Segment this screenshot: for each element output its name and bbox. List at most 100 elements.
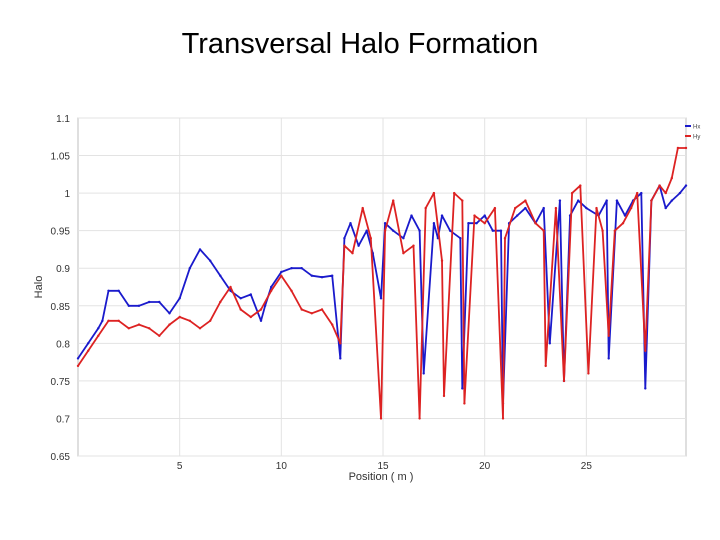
data-point-hy xyxy=(493,206,497,210)
data-point-hy xyxy=(670,176,673,180)
data-point-hy xyxy=(644,349,647,352)
data-point-hx xyxy=(219,274,222,277)
data-point-hx xyxy=(670,199,673,202)
data-point-hy xyxy=(198,327,202,330)
data-point-hy xyxy=(432,191,436,195)
y-tick-label: 1.05 xyxy=(51,152,71,163)
data-point-hx xyxy=(448,229,452,232)
data-point-hx xyxy=(127,304,130,307)
y-tick-label: 0.8 xyxy=(56,339,70,350)
y-tick-labels: 0.65 0.7 0.75 0.8 0.85 0.9 0.95 1 1.05 1.1 xyxy=(51,114,71,463)
data-point-hx xyxy=(678,191,682,195)
data-point-hy xyxy=(270,289,273,292)
data-point-hy xyxy=(310,312,313,315)
data-point-hx xyxy=(148,300,151,304)
data-point-hy xyxy=(440,259,444,262)
data-point-hy xyxy=(76,364,80,368)
data-point-hx xyxy=(280,270,283,274)
data-point-hy xyxy=(351,252,354,255)
data-point-hx xyxy=(188,267,191,270)
data-point-hy xyxy=(137,323,141,326)
data-point-hy xyxy=(676,146,680,150)
data-point-hx xyxy=(410,214,413,217)
data-point-hx xyxy=(577,199,580,202)
data-point-hx xyxy=(607,357,610,360)
data-point-hy xyxy=(442,394,446,398)
data-point-hx xyxy=(198,248,202,251)
data-point-hx xyxy=(684,184,688,187)
data-point-hy xyxy=(503,237,507,240)
data-point-hy xyxy=(461,199,464,202)
data-point-hx xyxy=(483,214,486,217)
series-line-hx xyxy=(77,184,687,405)
data-point-hx xyxy=(475,222,478,225)
data-point-hx xyxy=(605,199,608,202)
x-axis-label: Position ( m ) xyxy=(349,471,414,483)
data-point-hy xyxy=(148,327,151,330)
data-point-hy xyxy=(168,323,171,326)
series-layer xyxy=(76,146,688,420)
data-point-hx xyxy=(300,267,303,270)
data-point-hx xyxy=(263,304,267,307)
data-point-hx xyxy=(249,293,252,296)
data-point-hx xyxy=(168,312,171,315)
data-point-hy xyxy=(483,222,486,225)
data-point-hx xyxy=(383,222,387,225)
data-point-hx xyxy=(137,304,141,307)
data-point-hy xyxy=(607,334,610,337)
data-point-hy xyxy=(524,199,527,202)
data-point-hx xyxy=(76,357,80,360)
data-point-hy xyxy=(290,289,293,292)
data-point-hy xyxy=(127,327,130,330)
data-point-hx xyxy=(422,372,425,375)
data-point-hy xyxy=(249,315,252,319)
data-point-hx xyxy=(644,387,647,390)
data-point-hx xyxy=(117,289,120,292)
data-point-hx xyxy=(524,206,527,210)
data-point-hx xyxy=(461,387,464,390)
data-point-hx xyxy=(623,214,627,217)
data-point-hy xyxy=(684,146,688,150)
data-point-hx xyxy=(349,222,352,225)
data-point-hy xyxy=(379,417,383,420)
data-point-hy xyxy=(259,308,263,311)
data-point-hx xyxy=(158,300,161,304)
data-point-hx xyxy=(491,229,494,232)
data-point-hy xyxy=(473,214,476,217)
data-point-hx xyxy=(542,206,545,210)
data-point-hx xyxy=(310,274,313,277)
data-point-hy xyxy=(107,319,110,322)
legend-label: Hy xyxy=(693,135,700,141)
data-point-hx xyxy=(209,259,212,262)
data-point-hx xyxy=(331,274,334,277)
data-point-hy xyxy=(424,206,427,210)
data-point-hy xyxy=(579,184,582,187)
data-point-hy xyxy=(453,191,456,195)
data-point-hy xyxy=(239,308,242,311)
data-point-hx xyxy=(97,327,100,330)
data-point-hy xyxy=(621,222,625,225)
data-point-hx xyxy=(178,297,181,300)
data-point-hy xyxy=(601,229,604,232)
data-point-hy xyxy=(383,229,387,232)
data-point-hx xyxy=(379,297,383,300)
data-point-hx xyxy=(615,199,619,202)
data-point-hy xyxy=(412,244,415,247)
y-tick-label: 0.9 xyxy=(56,264,70,275)
data-point-hy xyxy=(392,199,395,202)
y-tick-label: 0.65 xyxy=(51,452,71,463)
data-point-hx xyxy=(239,297,242,300)
data-point-hx xyxy=(585,206,588,210)
data-point-hy xyxy=(629,206,633,210)
data-point-hy xyxy=(463,402,466,405)
data-point-hy xyxy=(188,319,191,322)
data-point-hy xyxy=(97,334,100,337)
data-point-hx xyxy=(392,229,395,232)
data-point-hx xyxy=(290,267,293,270)
data-point-hy xyxy=(658,184,661,187)
y-tick-label: 1.1 xyxy=(56,114,70,125)
y-tick-label: 0.7 xyxy=(56,414,70,425)
data-point-hy xyxy=(562,379,566,383)
data-point-hy xyxy=(300,308,303,311)
data-point-hy xyxy=(534,222,537,225)
